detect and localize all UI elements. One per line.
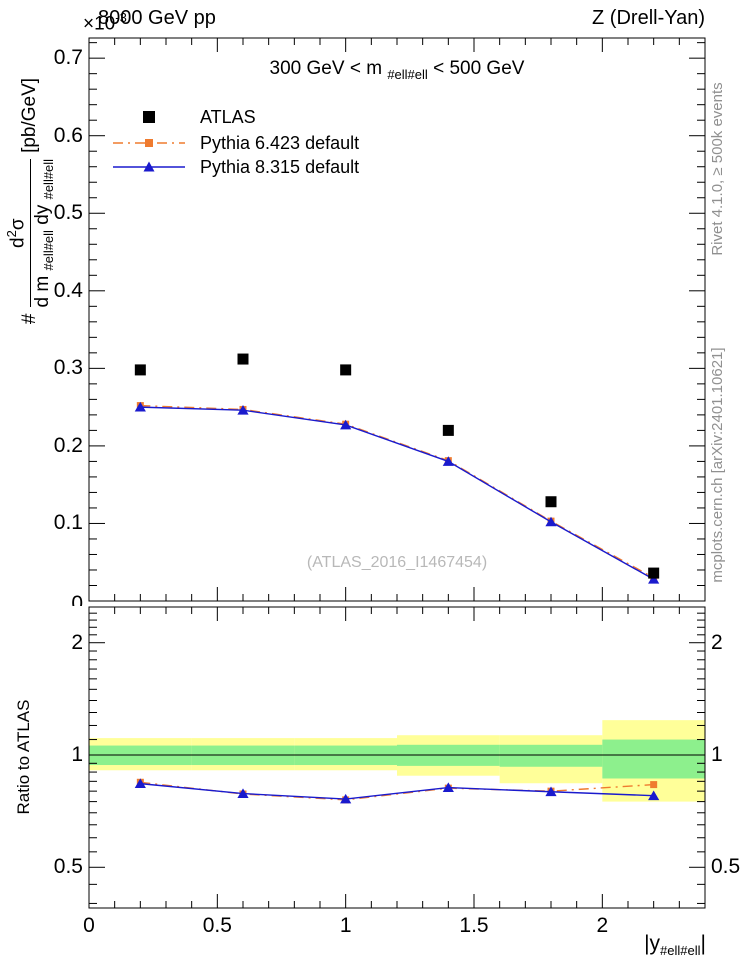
axis-ticks xyxy=(88,38,706,908)
x-tick-label: 1.5 xyxy=(459,914,489,937)
x-tick-label: 2 xyxy=(596,914,609,937)
pythia8-ratio-marker xyxy=(134,778,146,789)
x-tick-label: 0.5 xyxy=(202,914,232,937)
main-y-tick-label: 0.3 xyxy=(53,356,83,380)
atlas-marker xyxy=(134,364,146,376)
ratio-axis-title: Ratio to ATLAS xyxy=(14,699,33,815)
main-y-tick-label: 0.1 xyxy=(53,511,83,535)
pythia8-ratio-marker xyxy=(237,788,249,798)
pythia8-ratio-marker xyxy=(648,790,660,801)
x-tick-label: 1 xyxy=(339,914,352,937)
y-axis-title: # d2σ d m #ell#ell dy #ell#ell [pb/GeV] xyxy=(1,36,59,366)
legend-label-pythia6: Pythia 6.423 default xyxy=(200,132,360,153)
pythia6-marker-icon xyxy=(112,135,186,151)
header-process-title: Z (Drell-Yan) xyxy=(592,7,705,29)
atlas-marker xyxy=(237,353,249,365)
ratio-y-tick-label-right: 0.5 xyxy=(711,855,741,879)
main-y-tick-label: 0.2 xyxy=(53,433,83,457)
pythia8-marker xyxy=(237,405,249,415)
y-tick-zero-clipped: 0 xyxy=(71,592,83,606)
pythia8-marker xyxy=(442,456,454,466)
analysis-watermark: (ATLAS_2016_I1467454) xyxy=(306,554,488,571)
pythia8-marker xyxy=(648,574,660,584)
legend-item-pythia6: Pythia 6.423 default xyxy=(112,133,359,153)
x-tick-label: 0 xyxy=(83,914,95,937)
pythia8-ratio-marker xyxy=(545,786,557,797)
atlas-marker xyxy=(442,424,454,436)
pythia8-marker xyxy=(545,516,557,527)
ratio-y-tick-label-left: 0.5 xyxy=(53,855,83,879)
legend-item-pythia8: Pythia 8.315 default xyxy=(112,157,359,177)
main-y-tick-label: 0.5 xyxy=(53,201,83,225)
pythia6-line xyxy=(140,404,655,579)
y-axis-title-prefix: # xyxy=(19,313,40,325)
pythia8-line xyxy=(140,406,655,580)
y-axis-title-units: [pb/GeV] xyxy=(19,77,40,153)
pythia6-ratio-line xyxy=(140,781,654,801)
legend-item-atlas: ATLAS xyxy=(112,107,256,127)
rivet-version-text: Rivet 4.1.0, ≥ 500k events xyxy=(708,82,726,256)
ratio-series xyxy=(134,778,660,804)
legend-label-atlas: ATLAS xyxy=(200,106,256,127)
main-y-tick-label: 0.7 xyxy=(53,46,83,70)
pythia8-ratio-marker xyxy=(340,793,352,804)
pythia8-marker xyxy=(340,419,352,430)
y-axis-title-denominator: d m #ell#ell dy #ell#ell xyxy=(32,158,57,308)
main-series xyxy=(134,353,660,584)
legend-label-pythia8: Pythia 8.315 default xyxy=(200,156,360,177)
main-y-tick-label: 0.4 xyxy=(53,278,83,302)
header-beam-energy: 8000 GeV pp xyxy=(98,7,216,29)
atlas-marker-icon xyxy=(112,109,186,125)
x-axis-title: |y#ell#ell| xyxy=(644,932,706,959)
atlas-marker xyxy=(545,496,557,508)
ratio-y-tick-label-left: 1 xyxy=(71,743,83,766)
atlas-marker xyxy=(648,567,660,579)
y-axis-title-numerator: d2σ xyxy=(3,158,32,308)
green-band-bin xyxy=(499,744,603,767)
ratio-y-tick-label-right: 1 xyxy=(711,743,723,766)
pythia6-ratio-marker xyxy=(650,781,658,789)
ratio-y-tick-label-left: 2 xyxy=(71,630,83,654)
cut-title: 300 GeV < m #ell#ell < 500 GeV xyxy=(269,58,525,82)
main-y-tick-label: 0.6 xyxy=(53,123,83,147)
pythia8-marker-icon xyxy=(112,159,186,175)
mcplots-credit-text: mcplots.cern.ch [arXiv:2401.10621] xyxy=(708,347,726,583)
pythia8-ratio-line xyxy=(140,782,654,800)
ratio-y-tick-label-right: 2 xyxy=(711,630,723,654)
y-axis-scale-exponent: ×10-3 xyxy=(83,10,127,35)
pythia8-ratio-marker xyxy=(442,782,454,792)
ratio-uncertainty-bands xyxy=(89,720,705,802)
pythia8-marker xyxy=(134,401,146,412)
green-band-bin xyxy=(602,739,705,779)
y-axis-title-fraction: d2σ d m #ell#ell dy #ell#ell xyxy=(3,158,57,308)
atlas-marker xyxy=(340,364,352,376)
